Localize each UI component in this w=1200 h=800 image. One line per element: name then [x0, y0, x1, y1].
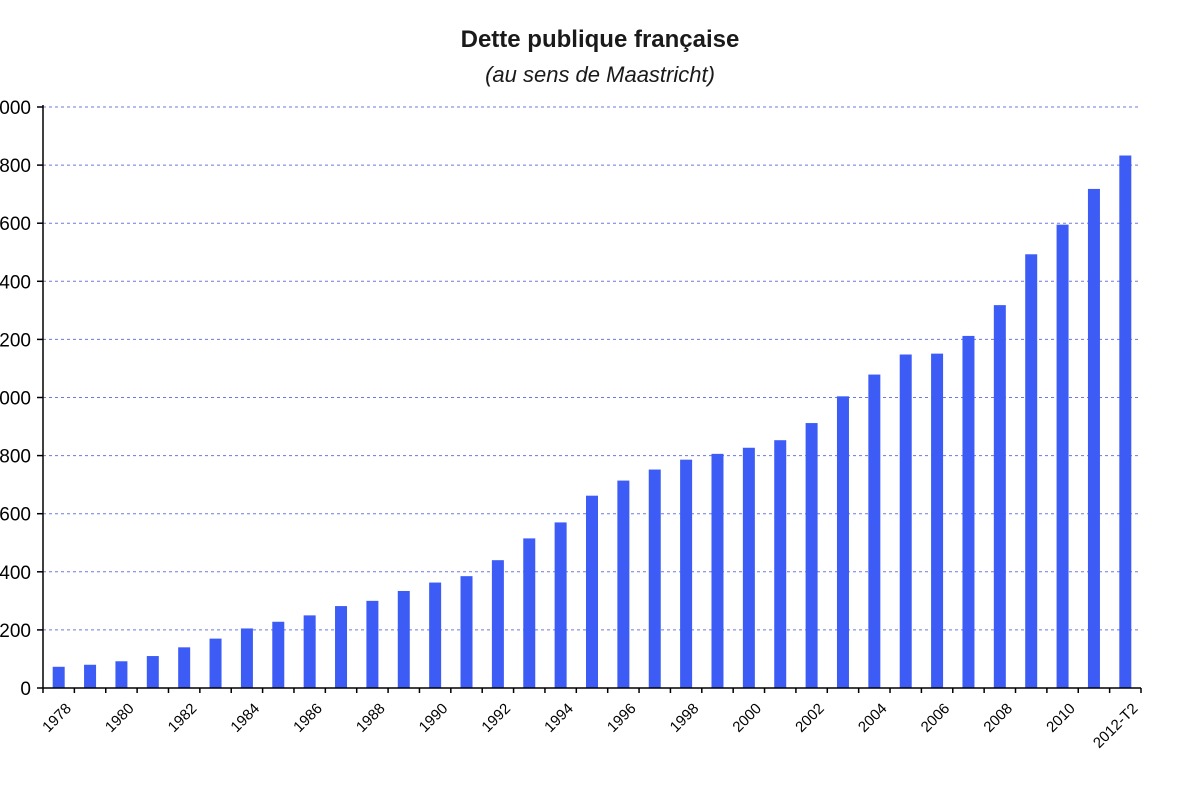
y-tick-label: 0: [20, 679, 31, 700]
bar: [429, 582, 442, 688]
y-tick-label: 400: [0, 563, 31, 584]
bar: [648, 469, 661, 688]
bar: [1025, 254, 1038, 688]
bar: [742, 447, 755, 688]
x-tick-labels: 1978 1980 1982 1984 1986 1988 1990 1992 1994 1996…: [39, 700, 1141, 752]
y-tick-label: 1600: [0, 214, 31, 235]
gridlines: [43, 106, 1141, 631]
y-tick-label: 1000: [0, 389, 31, 410]
axes: [37, 105, 1142, 693]
x-tick-label: 2004: [855, 700, 891, 736]
bar: [209, 638, 222, 688]
x-tick-label: 1988: [353, 700, 389, 736]
bar: [774, 440, 787, 688]
x-tick-label: 1994: [541, 700, 577, 736]
bar: [366, 600, 379, 688]
bar: [397, 590, 410, 688]
bars: [52, 155, 1132, 689]
y-tick-label: 1200: [0, 330, 31, 351]
x-tick-label: 1992: [478, 700, 514, 736]
bar: [805, 423, 818, 688]
y-tick-label: 1400: [0, 272, 31, 293]
x-tick-label: 1990: [416, 700, 452, 736]
bar: [899, 354, 912, 688]
bar: [523, 538, 536, 688]
x-tick-label: 1978: [39, 700, 75, 736]
x-tick-label: 1986: [290, 700, 326, 736]
bar: [303, 615, 316, 688]
bar: [586, 495, 598, 688]
bar: [240, 628, 253, 688]
bar: [115, 661, 128, 688]
x-tick-label: 1984: [227, 700, 263, 736]
bar: [84, 664, 97, 688]
bar: [868, 374, 881, 688]
bar: [491, 560, 504, 688]
y-tick-labels: 0 200 400 600 800 1000 1200 1400 1600 1800 2000: [0, 98, 31, 700]
x-tick-label: 2002: [792, 700, 828, 736]
bar: [931, 353, 944, 688]
x-tick-label: 2008: [980, 700, 1016, 736]
bar: [52, 666, 65, 688]
y-tick-label: 800: [0, 447, 31, 468]
bar: [680, 459, 693, 688]
bar: [962, 335, 975, 688]
bar: [554, 522, 567, 688]
bar: [460, 576, 473, 688]
bar: [1087, 188, 1100, 688]
bar: [146, 656, 159, 688]
y-tick-label: 200: [0, 621, 31, 642]
x-tick-label: 2006: [918, 700, 954, 736]
bar: [617, 480, 630, 688]
x-tick-label: 1996: [604, 700, 640, 736]
chart-title: Dette publique française: [461, 26, 740, 53]
bar: [711, 453, 724, 688]
x-tick-label: 1982: [165, 700, 201, 736]
bar: [272, 621, 285, 688]
y-tick-label: 1800: [0, 156, 31, 177]
bar: [1119, 155, 1132, 689]
chart-subtitle: (au sens de Maastricht): [485, 62, 715, 87]
bar: [335, 606, 348, 688]
bar: [993, 305, 1006, 688]
bar: [836, 396, 849, 688]
x-tick-label: 1998: [667, 700, 703, 736]
bar: [1056, 224, 1069, 688]
bar: [178, 647, 191, 688]
y-tick-label: 600: [0, 505, 31, 526]
x-tick-label: 2012-T2: [1090, 700, 1142, 752]
x-tick-label: 2010: [1043, 700, 1079, 736]
x-tick-label: 2000: [729, 700, 765, 736]
x-tick-label: 1980: [102, 700, 138, 736]
y-tick-label: 2000: [0, 98, 31, 119]
